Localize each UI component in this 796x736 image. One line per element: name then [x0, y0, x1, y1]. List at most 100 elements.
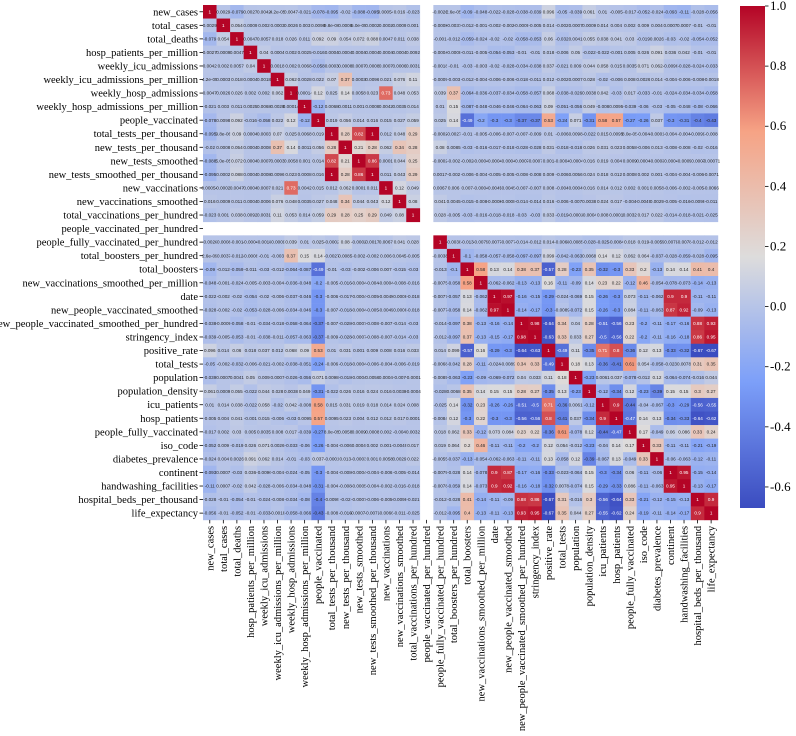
- heatmap-cell: [582, 181, 597, 195]
- heatmap-cell: [528, 303, 543, 317]
- cell-annotation: -0.0008: [487, 199, 503, 204]
- heatmap-cell: [595, 289, 610, 304]
- cell-annotation: -0.009: [528, 131, 541, 136]
- cell-annotation: -0.002: [488, 23, 501, 28]
- cell-annotation: -0.0099: [690, 131, 706, 136]
- heatmap-cell: [487, 397, 502, 412]
- heatmap-cell: [501, 5, 515, 19]
- cell-annotation: 0.0002: [379, 23, 393, 28]
- cell-annotation: 0.98: [530, 321, 539, 326]
- cell-annotation: -0.0077: [432, 294, 448, 299]
- cell-annotation: 1: [629, 429, 632, 434]
- heatmap-cell: [365, 262, 380, 277]
- cell-annotation: -0.06: [299, 443, 310, 448]
- cell-annotation: -0.042: [447, 362, 460, 367]
- cell-annotation: -0.11: [679, 9, 690, 14]
- heatmap-cell: [636, 86, 651, 101]
- cell-annotation: -0.17: [530, 307, 541, 312]
- cell-annotation: 0.28: [327, 145, 336, 150]
- cell-annotation: 0.11: [544, 375, 553, 380]
- cell-annotation: 0.024: [367, 389, 379, 394]
- heatmap-cell: [663, 276, 678, 290]
- cell-annotation: 0.033: [543, 213, 555, 218]
- cell-annotation: 0.16: [544, 280, 553, 285]
- cell-annotation: -0.63: [543, 335, 554, 340]
- y-tick-label: new_vaccinations_smoothed: [77, 197, 199, 208]
- cell-annotation: 0.015: [380, 118, 392, 123]
- heatmap-cell: [379, 99, 393, 114]
- cell-annotation: -0.058: [447, 307, 460, 312]
- cell-annotation: -0.012: [691, 240, 704, 245]
- cell-annotation: -0.005: [691, 186, 704, 191]
- heatmap-cell: [609, 235, 624, 250]
- cell-annotation: 0.041: [434, 199, 446, 204]
- cell-annotation: 0.001: [353, 348, 365, 353]
- heatmap-cell: [446, 154, 461, 168]
- cell-annotation: -0.0079: [432, 470, 448, 475]
- cell-annotation: -0.64: [543, 321, 554, 326]
- heatmap-cell: [595, 343, 610, 358]
- heatmap-cell: [338, 113, 353, 128]
- heatmap-cell: [663, 506, 678, 521]
- heatmap-cell: [636, 492, 651, 507]
- heatmap-cell: [541, 72, 556, 87]
- heatmap-cell: [501, 126, 515, 141]
- cell-annotation: -0.11: [706, 457, 717, 462]
- cell-annotation: -0.023: [664, 362, 677, 367]
- heatmap-cell: [514, 99, 529, 114]
- cell-annotation: -0.2: [639, 335, 647, 340]
- heatmap-cell: [677, 397, 692, 412]
- heatmap-cell: [433, 506, 448, 521]
- x-tick-label: new_vaccinations: [381, 526, 392, 601]
- cell-annotation: 0.019: [326, 118, 338, 123]
- cell-annotation: 0.87: [503, 470, 512, 475]
- heatmap-cell: [230, 72, 244, 87]
- heatmap-cell: [311, 492, 326, 507]
- cell-annotation: -0.11: [706, 294, 717, 299]
- heatmap-cell: [338, 384, 353, 399]
- colorbar-tick-label: 0.0: [770, 299, 786, 314]
- cell-annotation: 0.33: [625, 267, 634, 272]
- heatmap-cell: [460, 181, 475, 195]
- heatmap-cell: [460, 276, 475, 290]
- heatmap-cell: [474, 32, 488, 46]
- heatmap-cell: [582, 397, 597, 412]
- heatmap-cell: [609, 99, 624, 114]
- cell-annotation: -0.13: [476, 321, 487, 326]
- cell-annotation: -0.028: [528, 145, 541, 150]
- heatmap-cell: [623, 289, 637, 304]
- cell-annotation: -0.024: [203, 457, 216, 462]
- cell-annotation: 0.023: [285, 172, 297, 177]
- cell-annotation: -0.0004: [243, 240, 259, 245]
- cell-annotation: -0.56: [516, 416, 527, 421]
- cell-annotation: -0.058: [312, 64, 325, 69]
- heatmap-cell: [487, 438, 502, 453]
- heatmap-cell: [324, 438, 339, 453]
- heatmap-cell: [230, 465, 244, 480]
- heatmap-cell: [324, 452, 339, 466]
- cell-annotation: 8.0e-05: [324, 429, 340, 434]
- cell-annotation: 0.013: [651, 145, 663, 150]
- heatmap-cell: [297, 248, 312, 263]
- heatmap-cell: [704, 194, 719, 209]
- heatmap-cell: [663, 59, 678, 74]
- heatmap-cell: [324, 425, 339, 439]
- heatmap-cell: [257, 370, 272, 385]
- cell-annotation: 0.33: [652, 443, 661, 448]
- cell-annotation: -0.018: [501, 145, 514, 150]
- cell-annotation: -0.0004: [663, 158, 679, 163]
- cell-annotation: 0.024: [394, 402, 406, 407]
- cell-annotation: -0.02: [597, 77, 608, 82]
- cell-annotation: 0.0026: [270, 443, 284, 448]
- cell-annotation: 0.088: [231, 172, 243, 177]
- heatmap-cell: [270, 343, 285, 358]
- heatmap-cell: [230, 492, 244, 507]
- cell-annotation: -0.01: [286, 457, 297, 462]
- heatmap-cell: [352, 316, 366, 331]
- heatmap-cell: [324, 370, 339, 385]
- heatmap-cell: [446, 262, 461, 277]
- cell-annotation: -0.022: [583, 131, 596, 136]
- cell-annotation: -0.12: [652, 497, 663, 502]
- cell-annotation: -0.062: [650, 294, 663, 299]
- heatmap-cell: [623, 276, 637, 290]
